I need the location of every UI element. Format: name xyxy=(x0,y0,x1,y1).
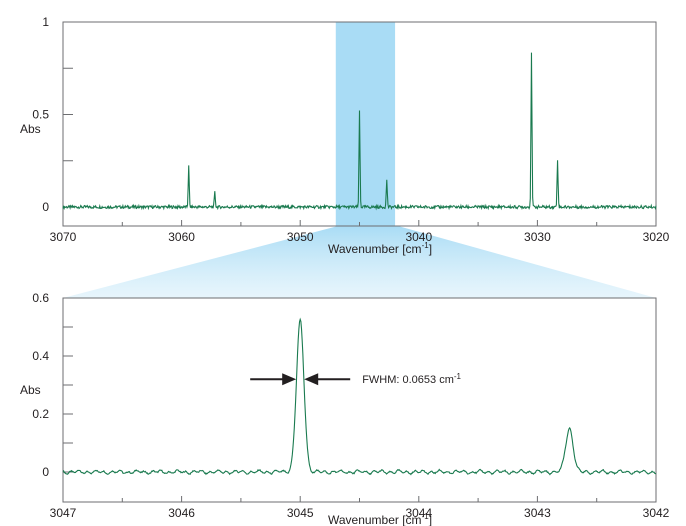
zoom-x-tick-label: 3047 xyxy=(50,506,77,520)
zoom-y-tick-label: 0.2 xyxy=(32,407,49,421)
overview-y-axis-label: Abs xyxy=(20,122,41,136)
fwhm-annotation: FWHM: 0.0653 cm-1 xyxy=(250,372,462,386)
highlight-band xyxy=(335,22,396,226)
zoom-y-tick-label: 0.4 xyxy=(32,349,49,363)
overview-y-tick-label: 0.5 xyxy=(32,108,49,122)
zoom-x-tick-label: 3043 xyxy=(524,506,551,520)
zoom-x-tick-label: 3044 xyxy=(405,506,432,520)
overview-x-tick-label: 3030 xyxy=(524,230,551,244)
overview-x-tick-label: 3020 xyxy=(643,230,670,244)
zoom-connector xyxy=(63,226,656,298)
zoom-x-tick-label: 3042 xyxy=(643,506,670,520)
overview-x-tick-label: 3060 xyxy=(168,230,195,244)
zoom-y-tick-label: 0 xyxy=(42,465,49,479)
fwhm-label: FWHM: 0.0653 cm-1 xyxy=(362,372,461,386)
zoom-x-axis-label: Wavenumber [cm-1] xyxy=(328,512,432,526)
overview-panel: 3070 3060 3050 3040 3030 3020 0 0.5 1 Abs Wavenu… xyxy=(20,15,670,256)
fwhm-left-arrowhead xyxy=(282,373,297,386)
zoom-x-tick-label: 3045 xyxy=(287,506,314,520)
overview-x-tick-label: 3040 xyxy=(405,230,432,244)
zoom-x-tick-label: 3046 xyxy=(168,506,195,520)
overview-y-tick-label: 1 xyxy=(42,15,49,29)
zoom-panel: 3047 3046 3045 3044 3043 3042 0 0.2 0.4 0.6 Abs W… xyxy=(20,291,670,526)
zoom-spectrum-line xyxy=(62,317,657,476)
overview-x-axis-label: Wavenumber [cm-1] xyxy=(328,241,432,256)
zoom-plot-frame xyxy=(62,297,657,503)
zoom-y-axis-label: Abs xyxy=(20,383,41,397)
fwhm-right-arrowhead xyxy=(304,373,319,386)
overview-x-tick-label: 3070 xyxy=(50,230,77,244)
overview-x-tick-label: 3050 xyxy=(287,230,314,244)
overview-spectrum-line xyxy=(62,52,657,211)
overview-y-tick-label: 0 xyxy=(42,200,49,214)
zoom-y-tick-label: 0.6 xyxy=(32,291,49,305)
